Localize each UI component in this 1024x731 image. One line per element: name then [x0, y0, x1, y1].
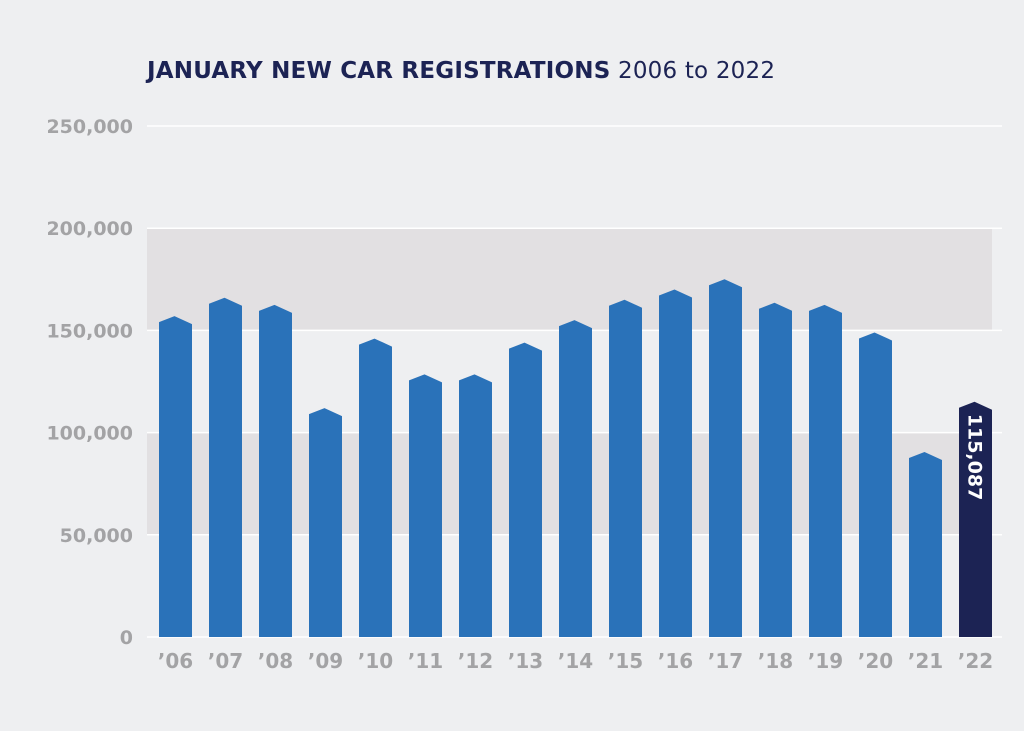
chart-title-main: JANUARY NEW CAR REGISTRATIONS: [147, 58, 611, 84]
x-tick-label: ’21: [908, 649, 943, 673]
bar-11: [409, 374, 442, 637]
x-tick-label: ’12: [458, 649, 493, 673]
x-tick-label: ’19: [808, 649, 843, 673]
x-tick-label: ’13: [508, 649, 543, 673]
bar-06: [159, 316, 192, 637]
bar-20: [859, 332, 892, 637]
bar-15: [609, 299, 642, 637]
bar-08: [259, 304, 292, 637]
bar-21: [909, 452, 942, 637]
data-label: 115,087: [964, 414, 986, 501]
x-tick-label: ’20: [858, 649, 893, 673]
bar-17: [709, 279, 742, 637]
x-tick-label: ’07: [208, 649, 243, 673]
bar-09: [309, 408, 342, 637]
chart-subtitle: 2006 to 2022: [618, 58, 776, 84]
bar-12: [459, 374, 492, 637]
x-tick-label: ’11: [408, 649, 443, 673]
bar-10: [359, 338, 392, 637]
x-tick-label: ’22: [958, 649, 993, 673]
y-tick-label: 0: [120, 627, 133, 649]
x-tick-label: ’14: [558, 649, 593, 673]
x-tick-label: ’09: [308, 649, 343, 673]
y-tick-label: 50,000: [60, 525, 133, 547]
bar-22: [959, 401, 992, 637]
bar-07: [209, 297, 242, 637]
x-tick-label: ’10: [358, 649, 393, 673]
bar-19: [809, 304, 842, 637]
x-tick-label: ’15: [608, 649, 643, 673]
y-tick-label: 100,000: [46, 423, 133, 445]
bar-13: [509, 342, 542, 637]
x-tick-label: ’18: [758, 649, 793, 673]
x-tick-label: ’16: [658, 649, 693, 673]
bar-18: [759, 302, 792, 637]
x-tick-label: ’08: [258, 649, 293, 673]
bar-14: [559, 320, 592, 637]
y-tick-label: 150,000: [46, 320, 133, 342]
bar-16: [659, 289, 692, 637]
y-tick-label: 250,000: [46, 116, 133, 138]
x-tick-label: ’06: [158, 649, 193, 673]
x-tick-label: ’17: [708, 649, 743, 673]
y-tick-label: 200,000: [46, 218, 133, 240]
chart-title: JANUARY NEW CAR REGISTRATIONS 2006 to 20…: [147, 58, 775, 84]
